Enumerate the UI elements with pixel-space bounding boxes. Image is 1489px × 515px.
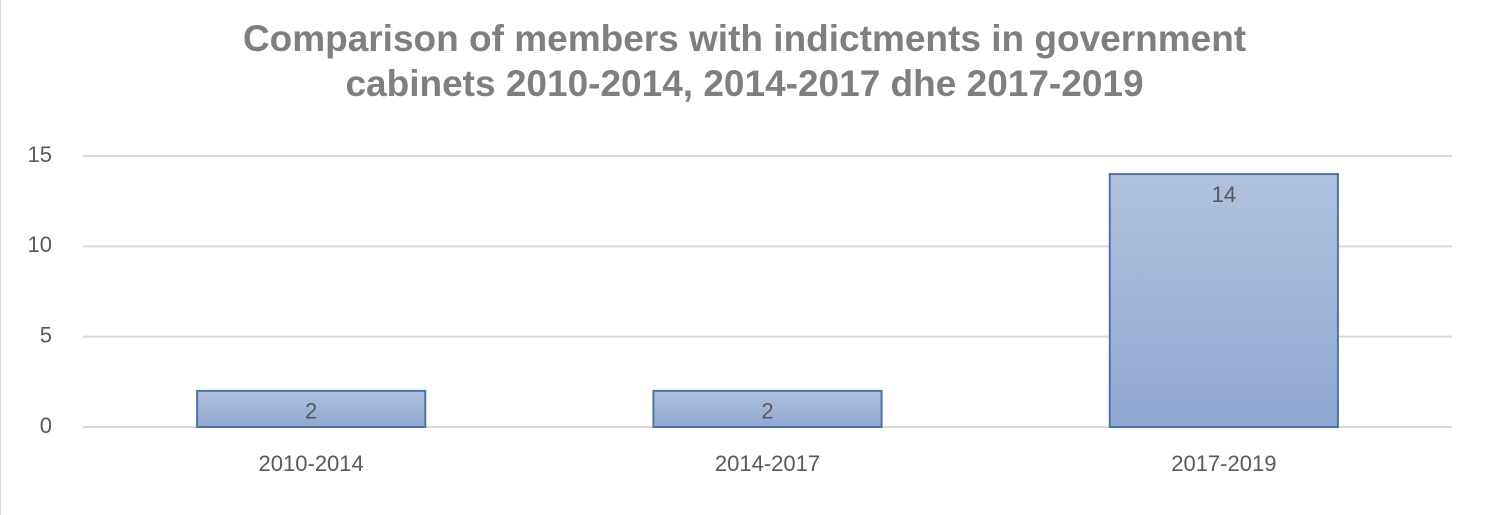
x-tick-label: 2017-2019: [1171, 451, 1276, 476]
bar: [652, 389, 883, 429]
y-tick-label: 15: [28, 142, 52, 167]
x-tick-label: 2014-2017: [715, 451, 820, 476]
y-tick-label: 5: [40, 322, 52, 347]
bar: [1108, 173, 1339, 428]
y-tick-label: 0: [40, 413, 52, 438]
y-tick-label: 10: [28, 232, 52, 257]
data-label: 2: [305, 399, 317, 424]
x-tick-label: 2010-2014: [259, 451, 364, 476]
data-label: 14: [1212, 182, 1236, 207]
bar: [196, 389, 427, 429]
title-box: Comparison of members with indictments i…: [0, 16, 1489, 106]
data-label: 2: [761, 399, 773, 424]
chart-title: Comparison of members with indictments i…: [242, 18, 1247, 104]
